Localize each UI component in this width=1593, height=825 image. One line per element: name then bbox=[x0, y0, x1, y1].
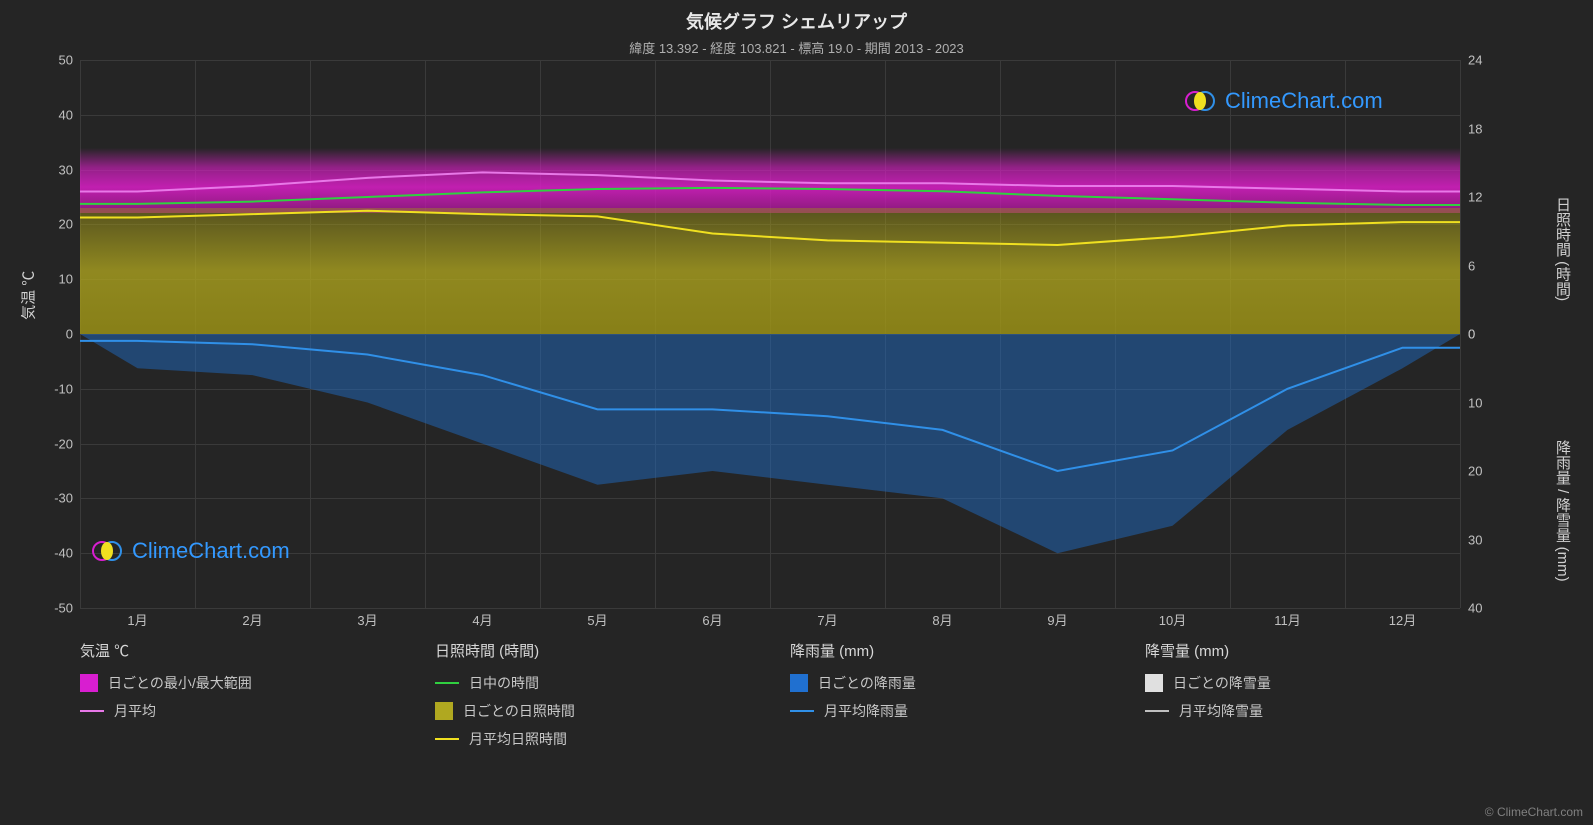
x-tick-label: 5月 bbox=[587, 610, 607, 629]
y-left-tick-label: 20 bbox=[59, 217, 73, 232]
legend-item: 日ごとの降雪量 bbox=[1145, 673, 1460, 693]
y-right-upper-tick-label: 6 bbox=[1468, 258, 1475, 273]
x-tick-label: 7月 bbox=[817, 610, 837, 629]
watermark-text: ClimeChart.com bbox=[132, 538, 290, 564]
legend-column: 降雨量 (mm) 日ごとの降雨量月平均降雨量 bbox=[790, 640, 1105, 757]
attribution: © ClimeChart.com bbox=[1485, 805, 1583, 819]
legend-item-label: 日ごとの降雪量 bbox=[1173, 673, 1271, 693]
chart-title: 気候グラフ シェムリアップ bbox=[0, 0, 1593, 34]
legend-swatch-icon bbox=[435, 702, 453, 720]
x-tick-label: 11月 bbox=[1274, 610, 1301, 629]
legend-line-icon bbox=[80, 710, 104, 712]
plot-area bbox=[80, 60, 1460, 608]
legend-item-label: 月平均日照時間 bbox=[469, 729, 567, 749]
grid-line-v bbox=[1345, 60, 1346, 608]
y-right-lower-tick-label: 30 bbox=[1468, 532, 1482, 547]
grid-line-v bbox=[540, 60, 541, 608]
grid-line-v bbox=[1460, 60, 1461, 608]
y-left-tick-label: -30 bbox=[54, 491, 73, 506]
x-tick-label: 8月 bbox=[932, 610, 952, 629]
sunshine-daily-band bbox=[80, 208, 1460, 334]
y-left-tick-label: 30 bbox=[59, 162, 73, 177]
climate-chart: 気候グラフ シェムリアップ 緯度 13.392 - 経度 103.821 - 標… bbox=[0, 0, 1593, 825]
legend-line-icon bbox=[1145, 710, 1169, 712]
x-tick-label: 4月 bbox=[472, 610, 492, 629]
x-tick-label: 2月 bbox=[242, 610, 262, 629]
grid-line-v bbox=[310, 60, 311, 608]
legend-item-label: 日ごとの降雨量 bbox=[818, 673, 916, 693]
grid-line-v bbox=[1000, 60, 1001, 608]
x-tick-label: 10月 bbox=[1159, 610, 1186, 629]
y-right-lower-tick-label: 10 bbox=[1468, 395, 1482, 410]
legend-line-icon bbox=[435, 738, 459, 740]
legend-item-label: 月平均 bbox=[114, 701, 156, 721]
y-left-tick-label: -10 bbox=[54, 381, 73, 396]
legend-swatch-icon bbox=[790, 674, 808, 692]
legend-item-label: 月平均降雨量 bbox=[824, 701, 908, 721]
legend-line-icon bbox=[790, 710, 814, 712]
y-right-lower-tick-label: 40 bbox=[1468, 601, 1482, 616]
legend-item-label: 日ごとの最小/最大範囲 bbox=[108, 673, 252, 693]
watermark: ClimeChart.com bbox=[1185, 88, 1383, 114]
legend-column: 気温 ℃ 日ごとの最小/最大範囲月平均 bbox=[80, 640, 395, 757]
grid-line-v bbox=[1230, 60, 1231, 608]
grid-line-v bbox=[655, 60, 656, 608]
legend-item: 日中の時間 bbox=[435, 673, 750, 693]
grid-line-v bbox=[885, 60, 886, 608]
legend-item: 月平均降雪量 bbox=[1145, 701, 1460, 721]
y-left-tick-label: -50 bbox=[54, 601, 73, 616]
y-left-tick-label: -20 bbox=[54, 436, 73, 451]
legend-swatch-icon bbox=[80, 674, 98, 692]
legend: 気温 ℃ 日ごとの最小/最大範囲月平均 日照時間 (時間) 日中の時間日ごとの日照時間… bbox=[80, 640, 1460, 757]
x-tick-label: 1月 bbox=[127, 610, 147, 629]
grid-line-v bbox=[1115, 60, 1116, 608]
temp-range-band bbox=[80, 148, 1460, 214]
legend-item: 日ごとの降雨量 bbox=[790, 673, 1105, 693]
legend-item: 月平均 bbox=[80, 701, 395, 721]
legend-item-label: 日中の時間 bbox=[469, 673, 539, 693]
legend-swatch-icon bbox=[1145, 674, 1163, 692]
grid-line-v bbox=[195, 60, 196, 608]
y-right-upper-axis-title: 日照時間 (時間) bbox=[1552, 197, 1573, 301]
legend-column: 降雪量 (mm) 日ごとの降雪量月平均降雪量 bbox=[1145, 640, 1460, 757]
legend-item: 月平均日照時間 bbox=[435, 729, 750, 749]
y-left-tick-label: -40 bbox=[54, 546, 73, 561]
x-tick-label: 9月 bbox=[1047, 610, 1067, 629]
x-tick-label: 12月 bbox=[1389, 610, 1416, 629]
grid-line-v bbox=[770, 60, 771, 608]
legend-column-title: 日照時間 (時間) bbox=[435, 640, 750, 661]
y-left-tick-label: 0 bbox=[66, 327, 73, 342]
y-left-tick-label: 40 bbox=[59, 107, 73, 122]
watermark-text: ClimeChart.com bbox=[1225, 88, 1383, 114]
legend-line-icon bbox=[435, 682, 459, 684]
legend-item: 月平均降雨量 bbox=[790, 701, 1105, 721]
legend-item-label: 日ごとの日照時間 bbox=[463, 701, 575, 721]
y-right-upper-tick-label: 18 bbox=[1468, 121, 1482, 136]
y-left-tick-label: 50 bbox=[59, 53, 73, 68]
grid-line-v bbox=[80, 60, 81, 608]
logo-icon bbox=[1185, 89, 1217, 113]
chart-subtitle: 緯度 13.392 - 経度 103.821 - 標高 19.0 - 期間 20… bbox=[0, 38, 1593, 57]
y-right-lower-axis-title: 降雨量 / 降雪量 (mm) bbox=[1552, 440, 1573, 582]
y-right-lower-tick-label: 20 bbox=[1468, 464, 1482, 479]
y-right-lower-tick-label: 0 bbox=[1468, 327, 1475, 342]
grid-line-v bbox=[425, 60, 426, 608]
legend-item-label: 月平均降雪量 bbox=[1179, 701, 1263, 721]
x-tick-label: 3月 bbox=[357, 610, 377, 629]
y-left-axis-title: 気温 ℃ bbox=[18, 271, 39, 320]
legend-item: 日ごとの最小/最大範囲 bbox=[80, 673, 395, 693]
logo-icon bbox=[92, 539, 124, 563]
y-left-tick-label: 10 bbox=[59, 272, 73, 287]
y-right-upper-tick-label: 12 bbox=[1468, 190, 1482, 205]
legend-column-title: 降雪量 (mm) bbox=[1145, 640, 1460, 661]
legend-column-title: 降雨量 (mm) bbox=[790, 640, 1105, 661]
x-tick-label: 6月 bbox=[702, 610, 722, 629]
legend-column: 日照時間 (時間) 日中の時間日ごとの日照時間月平均日照時間 bbox=[435, 640, 750, 757]
grid-line-h bbox=[80, 608, 1460, 609]
legend-column-title: 気温 ℃ bbox=[80, 640, 395, 661]
legend-item: 日ごとの日照時間 bbox=[435, 701, 750, 721]
y-right-upper-tick-label: 24 bbox=[1468, 53, 1482, 68]
watermark: ClimeChart.com bbox=[92, 538, 290, 564]
